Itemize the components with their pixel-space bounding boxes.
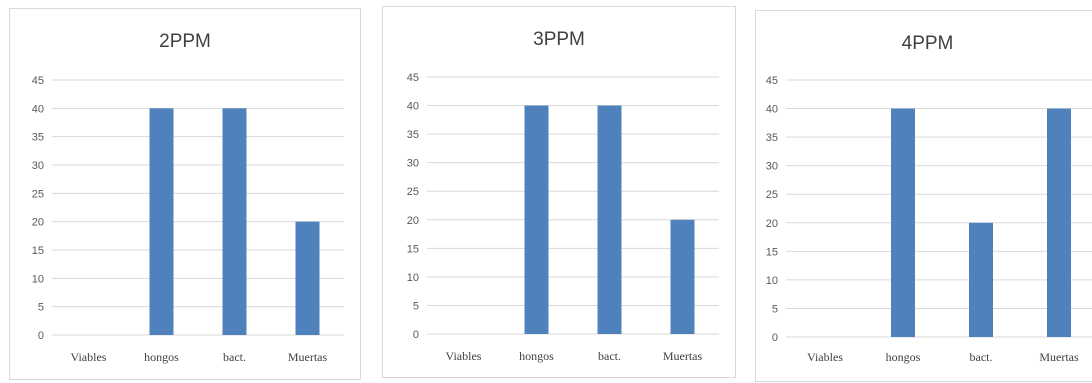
bar-muertas — [670, 219, 695, 334]
x-category-label: Muertas — [288, 350, 328, 364]
x-category-label: bact. — [223, 350, 246, 364]
y-tick-label: 10 — [766, 275, 778, 287]
chart-panel-3ppm: 3PPM 0 5 10 15 20 25 30 35 40 45 Viables hongos bact… — [382, 6, 736, 378]
y-tick-label: 0 — [413, 329, 419, 341]
bar-chart-4ppm: 0 5 10 15 20 25 30 35 40 45 Viables hongos bact. Muer… — [766, 75, 1092, 364]
y-tick-label: 40 — [407, 101, 419, 113]
bar-muertas — [295, 221, 320, 335]
y-tick-label: 25 — [407, 186, 419, 198]
y-tick-label: 0 — [38, 330, 44, 342]
y-tick-label: 15 — [766, 246, 778, 258]
chart-panel-4ppm: 4PPM 0 5 10 15 20 25 30 35 40 45 Viables hongos bact… — [755, 10, 1092, 382]
y-tick-label: 20 — [407, 215, 419, 227]
chart-title: 4PPM — [901, 33, 954, 54]
y-tick-label: 40 — [766, 104, 778, 116]
y-tick-label: 30 — [32, 160, 44, 172]
x-category-label: hongos — [886, 350, 921, 364]
y-tick-label: 5 — [772, 303, 778, 315]
y-tick-label: 20 — [766, 218, 778, 230]
y-tick-label: 20 — [32, 217, 44, 229]
y-tick-label: 45 — [407, 72, 419, 84]
y-tick-label: 35 — [32, 132, 44, 144]
bar-bact — [222, 108, 247, 335]
y-tick-label: 10 — [407, 272, 419, 284]
y-tick-label: 30 — [766, 161, 778, 173]
y-tick-label: 45 — [766, 75, 778, 87]
y-tick-label: 30 — [407, 158, 419, 170]
bar-hongos — [524, 105, 549, 334]
y-tick-label: 5 — [38, 302, 44, 314]
y-tick-label: 10 — [32, 273, 44, 285]
x-category-label: Viables — [807, 350, 843, 364]
y-tick-label: 15 — [407, 243, 419, 255]
x-category-label: Viables — [446, 349, 482, 363]
chart-title: 3PPM — [533, 29, 585, 50]
chart-panel-2ppm: 2PPM 0 5 10 15 20 25 30 35 40 45 Viables hongos bact… — [9, 8, 361, 380]
x-category-label: bact. — [970, 350, 993, 364]
bar-hongos — [891, 108, 915, 337]
x-category-label: Muertas — [1039, 350, 1079, 364]
y-tick-label: 35 — [407, 129, 419, 141]
bar-chart-2ppm: 0 5 10 15 20 25 30 35 40 45 Viables hongos bact. Muer… — [32, 75, 344, 364]
bar-bact — [597, 105, 622, 334]
y-tick-label: 40 — [32, 103, 44, 115]
x-category-label: hongos — [519, 349, 554, 363]
y-tick-label: 45 — [32, 75, 44, 87]
bar-hongos — [149, 108, 174, 335]
y-tick-label: 5 — [413, 300, 419, 312]
y-tick-label: 25 — [32, 188, 44, 200]
x-category-label: bact. — [598, 349, 621, 363]
y-tick-label: 35 — [766, 132, 778, 144]
bar-muertas — [1047, 108, 1071, 337]
chart-title: 2PPM — [159, 31, 211, 52]
y-tick-label: 25 — [766, 189, 778, 201]
y-tick-label: 0 — [772, 332, 778, 344]
bar-bact — [969, 222, 993, 337]
x-category-label: Muertas — [663, 349, 703, 363]
x-category-label: Viables — [71, 350, 107, 364]
x-category-label: hongos — [144, 350, 179, 364]
y-tick-label: 15 — [32, 245, 44, 257]
bar-chart-3ppm: 0 5 10 15 20 25 30 35 40 45 Viables hongos bact. Muer… — [407, 72, 719, 363]
